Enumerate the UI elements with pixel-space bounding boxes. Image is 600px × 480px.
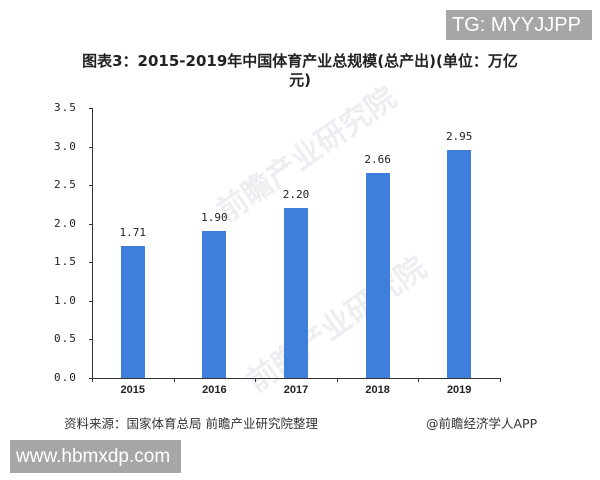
y-tick-label: 0.5 [54, 332, 77, 346]
source-note: 资料来源：国家体育总局 前瞻产业研究院整理 [64, 416, 318, 431]
x-tick-label: 2018 [365, 384, 390, 396]
y-tick-label: 0.0 [54, 371, 77, 384]
bar-2015 [120, 246, 145, 378]
y-tick-label: 2.5 [54, 178, 77, 192]
x-axis [92, 378, 500, 379]
y-axis [92, 108, 93, 379]
x-tick-label: 2017 [283, 384, 309, 396]
y-tick-mark [89, 339, 93, 341]
bottom-url-overlay: www.hbmxdp.com [10, 440, 181, 473]
x-tick-label: 2015 [120, 384, 146, 396]
x-tick-label: 2016 [202, 384, 227, 396]
bar-2016 [202, 231, 227, 378]
bar-value-label: 2.66 [364, 152, 391, 166]
y-tick-mark [89, 262, 93, 264]
y-tick-mark [89, 300, 93, 302]
bar-2019 [447, 150, 472, 378]
y-tick-mark [89, 378, 93, 379]
y-tick-mark [89, 185, 93, 187]
x-tick-label: 2019 [446, 384, 472, 396]
x-tick-mark [92, 378, 93, 382]
chart-title-line1: 图表3：2015-2019年中国体育产业总规模(总产出)(单位：万亿 [82, 52, 518, 70]
bar-value-label: 2.20 [282, 188, 310, 202]
y-tick-label: 3.5 [54, 101, 77, 114]
bar-value-label: 1.71 [119, 226, 147, 240]
bar-value-label: 2.95 [445, 130, 473, 144]
y-tick-label: 3.0 [54, 139, 77, 153]
chart-title-line2: 元) [289, 71, 311, 89]
top-tag-overlay: TG: MYYJJPP [446, 10, 592, 40]
y-tick-label: 1.0 [54, 293, 77, 307]
x-tick-mark [173, 378, 175, 382]
bar-2017 [284, 208, 308, 378]
credit-note: @前瞻经济学人APP [426, 416, 538, 431]
x-tick-mark [255, 378, 257, 382]
y-tick-mark [89, 108, 93, 109]
bar-2018 [365, 172, 390, 378]
x-tick-mark [418, 378, 420, 382]
y-tick-label: 2.0 [54, 216, 77, 230]
x-tick-mark [500, 378, 501, 382]
y-tick-mark [89, 146, 93, 148]
watermark: 前瞻产业研究院 [240, 250, 434, 400]
y-tick-mark [89, 223, 93, 225]
y-tick-label: 1.5 [54, 255, 77, 269]
chart-title: 图表3：2015-2019年中国体育产业总规模(总产出)(单位：万亿 元) [60, 52, 540, 90]
bar-value-label: 1.90 [201, 211, 228, 225]
x-tick-mark [336, 378, 338, 382]
